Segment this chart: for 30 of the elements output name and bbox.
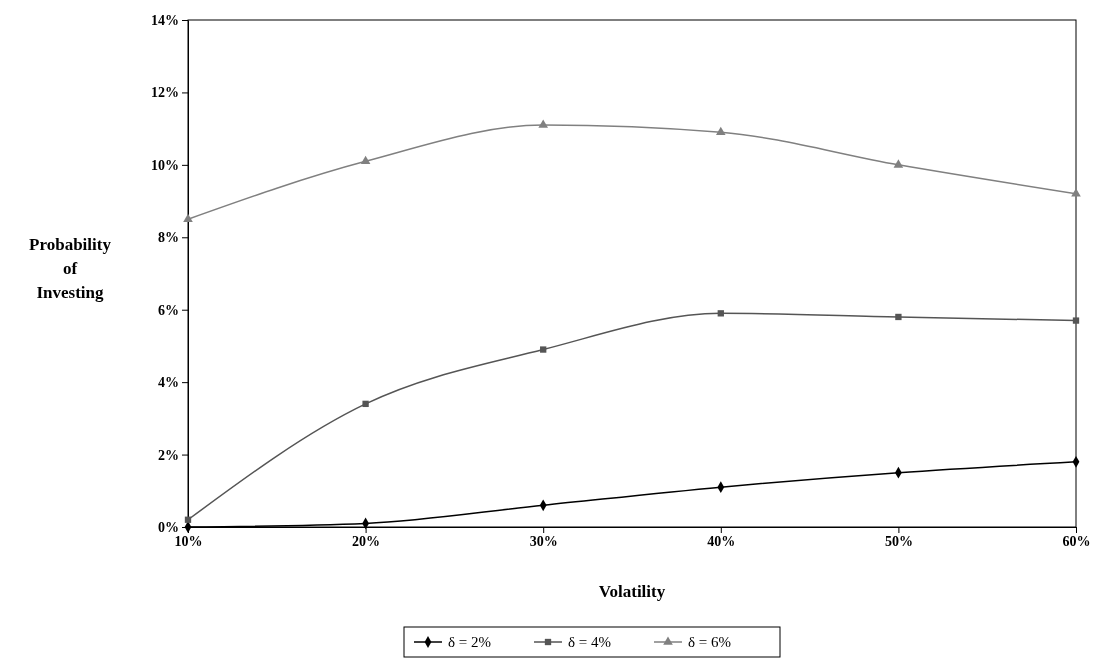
y-tick-label: 6%: [158, 302, 179, 318]
y-axis-title: Probability of Investing: [29, 235, 112, 302]
y-tick-label: 0%: [158, 519, 179, 535]
x-tick-label: 20%: [352, 533, 381, 549]
x-tick-label: 50%: [884, 533, 913, 549]
legend-label: δ = 4%: [568, 634, 612, 650]
y-tick-label: 10%: [151, 157, 179, 173]
x-tick-label: 60%: [1062, 533, 1091, 549]
point: [893, 159, 904, 168]
y-tick-label: 8%: [158, 230, 179, 246]
point: [362, 400, 369, 408]
point: [184, 516, 192, 523]
point: [715, 126, 726, 136]
y-tick-label: 4%: [158, 375, 179, 391]
point: [538, 119, 549, 128]
point: [1072, 317, 1080, 324]
y-tick-label: 2%: [158, 447, 179, 463]
point: [540, 346, 547, 353]
point: [360, 155, 371, 165]
point: [895, 313, 902, 321]
legend-label: δ = 2%: [448, 634, 492, 650]
x-tick-label: 10%: [174, 533, 203, 549]
x-axis-title: Volatility: [598, 582, 666, 601]
point: [717, 310, 724, 317]
y-tick-label: 12%: [151, 85, 179, 101]
point: [183, 213, 193, 222]
y-tick-label: 14%: [151, 12, 179, 28]
legend-label: δ = 6%: [688, 634, 732, 650]
x-tick-label: 40%: [707, 533, 736, 549]
x-tick-label: 30%: [529, 533, 558, 549]
